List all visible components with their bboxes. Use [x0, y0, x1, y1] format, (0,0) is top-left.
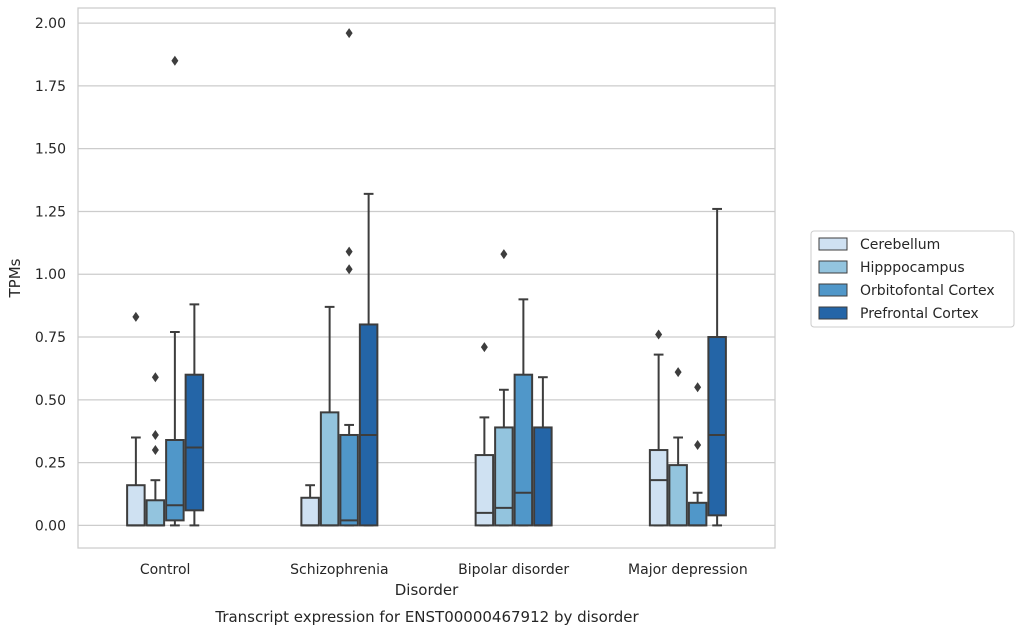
- legend-label: Orbitofontal Cortex: [860, 283, 995, 299]
- outlier-point: [480, 342, 488, 353]
- outlier-point: [345, 246, 353, 257]
- y-tick-label: 0.75: [35, 330, 66, 346]
- legend-swatch: [818, 237, 848, 251]
- box-hipppocampus: [494, 249, 514, 527]
- box-prefrontal-cortex: [533, 376, 553, 527]
- outlier-point: [500, 249, 508, 260]
- outlier-point: [694, 382, 702, 393]
- box-iqr: [165, 439, 185, 522]
- box-iqr: [300, 496, 320, 527]
- x-tick-label: Control: [140, 562, 191, 578]
- box-iqr: [339, 433, 359, 527]
- x-axis-label: Disorder: [395, 581, 459, 599]
- box-orbitofontal-cortex: [687, 382, 708, 527]
- box-prefrontal-cortex: [358, 192, 379, 527]
- box-iqr: [648, 449, 669, 527]
- y-tick-label: 2.00: [35, 16, 66, 32]
- y-tick-label: 1.50: [35, 142, 66, 158]
- box-iqr: [145, 499, 166, 527]
- x-tick-label: Schizophrenia: [290, 562, 388, 578]
- outlier-point: [345, 28, 353, 39]
- outlier-point: [674, 367, 682, 378]
- outlier-point: [345, 264, 353, 275]
- box-iqr: [319, 411, 340, 527]
- box-orbitofontal-cortex: [513, 298, 534, 527]
- legend: Cerebellum Hipppocampus Orbitofontal Corte…: [810, 230, 1015, 328]
- box-cerebellum: [648, 329, 669, 527]
- box-cerebellum: [126, 311, 146, 527]
- legend-label: Prefrontal Cortex: [860, 306, 979, 322]
- box-iqr: [358, 323, 379, 527]
- x-tick-label: Bipolar disorder: [458, 562, 569, 578]
- y-tick-label: 0.50: [35, 393, 66, 409]
- y-tick-label: 0.00: [35, 518, 66, 534]
- outlier-point: [694, 440, 702, 451]
- box-iqr: [668, 464, 688, 527]
- y-tick-label: 1.25: [35, 204, 66, 220]
- plot-area-frame: [77, 7, 776, 549]
- x-tick-label: Major depression: [628, 562, 748, 578]
- box-hipppocampus: [319, 305, 340, 527]
- chart-caption: Transcript expression for ENST0000046791…: [214, 608, 639, 626]
- legend-label: Cerebellum: [860, 237, 940, 253]
- box-prefrontal-cortex: [707, 207, 727, 527]
- legend-swatch: [818, 283, 848, 297]
- box-iqr: [494, 426, 514, 527]
- box-iqr: [533, 426, 553, 527]
- legend-swatch: [818, 260, 848, 274]
- y-axis-label: TPMs: [6, 258, 24, 298]
- box-hipppocampus: [668, 367, 688, 527]
- outlier-point: [655, 329, 663, 340]
- box-iqr: [707, 336, 727, 517]
- box-iqr: [513, 373, 534, 527]
- box-cerebellum: [300, 484, 320, 527]
- outlier-point: [151, 429, 159, 440]
- legend-swatch: [818, 306, 848, 320]
- axes: 0.00 0.25 0.50 0.75 1.00 1.25 1.50 1.75 2.00 Cont…: [35, 16, 748, 578]
- box-iqr: [474, 454, 495, 527]
- legend-box: [810, 230, 1015, 328]
- box-plot-marks: [126, 28, 727, 527]
- box-iqr: [126, 484, 146, 527]
- y-tick-label: 1.00: [35, 267, 66, 283]
- box-hipppocampus: [145, 372, 166, 527]
- box-orbitofontal-cortex: [339, 28, 359, 527]
- y-tick-label: 1.75: [35, 79, 66, 95]
- box-prefrontal-cortex: [184, 303, 205, 527]
- box-iqr: [687, 501, 708, 527]
- legend-label: Hipppocampus: [860, 260, 965, 276]
- outlier-point: [151, 445, 159, 456]
- box-orbitofontal-cortex: [165, 55, 185, 527]
- outlier-point: [171, 55, 179, 66]
- outlier-point: [151, 372, 159, 383]
- box-cerebellum: [474, 342, 495, 527]
- y-tick-label: 0.25: [35, 456, 66, 472]
- box-iqr: [184, 373, 205, 512]
- outlier-point: [132, 311, 140, 322]
